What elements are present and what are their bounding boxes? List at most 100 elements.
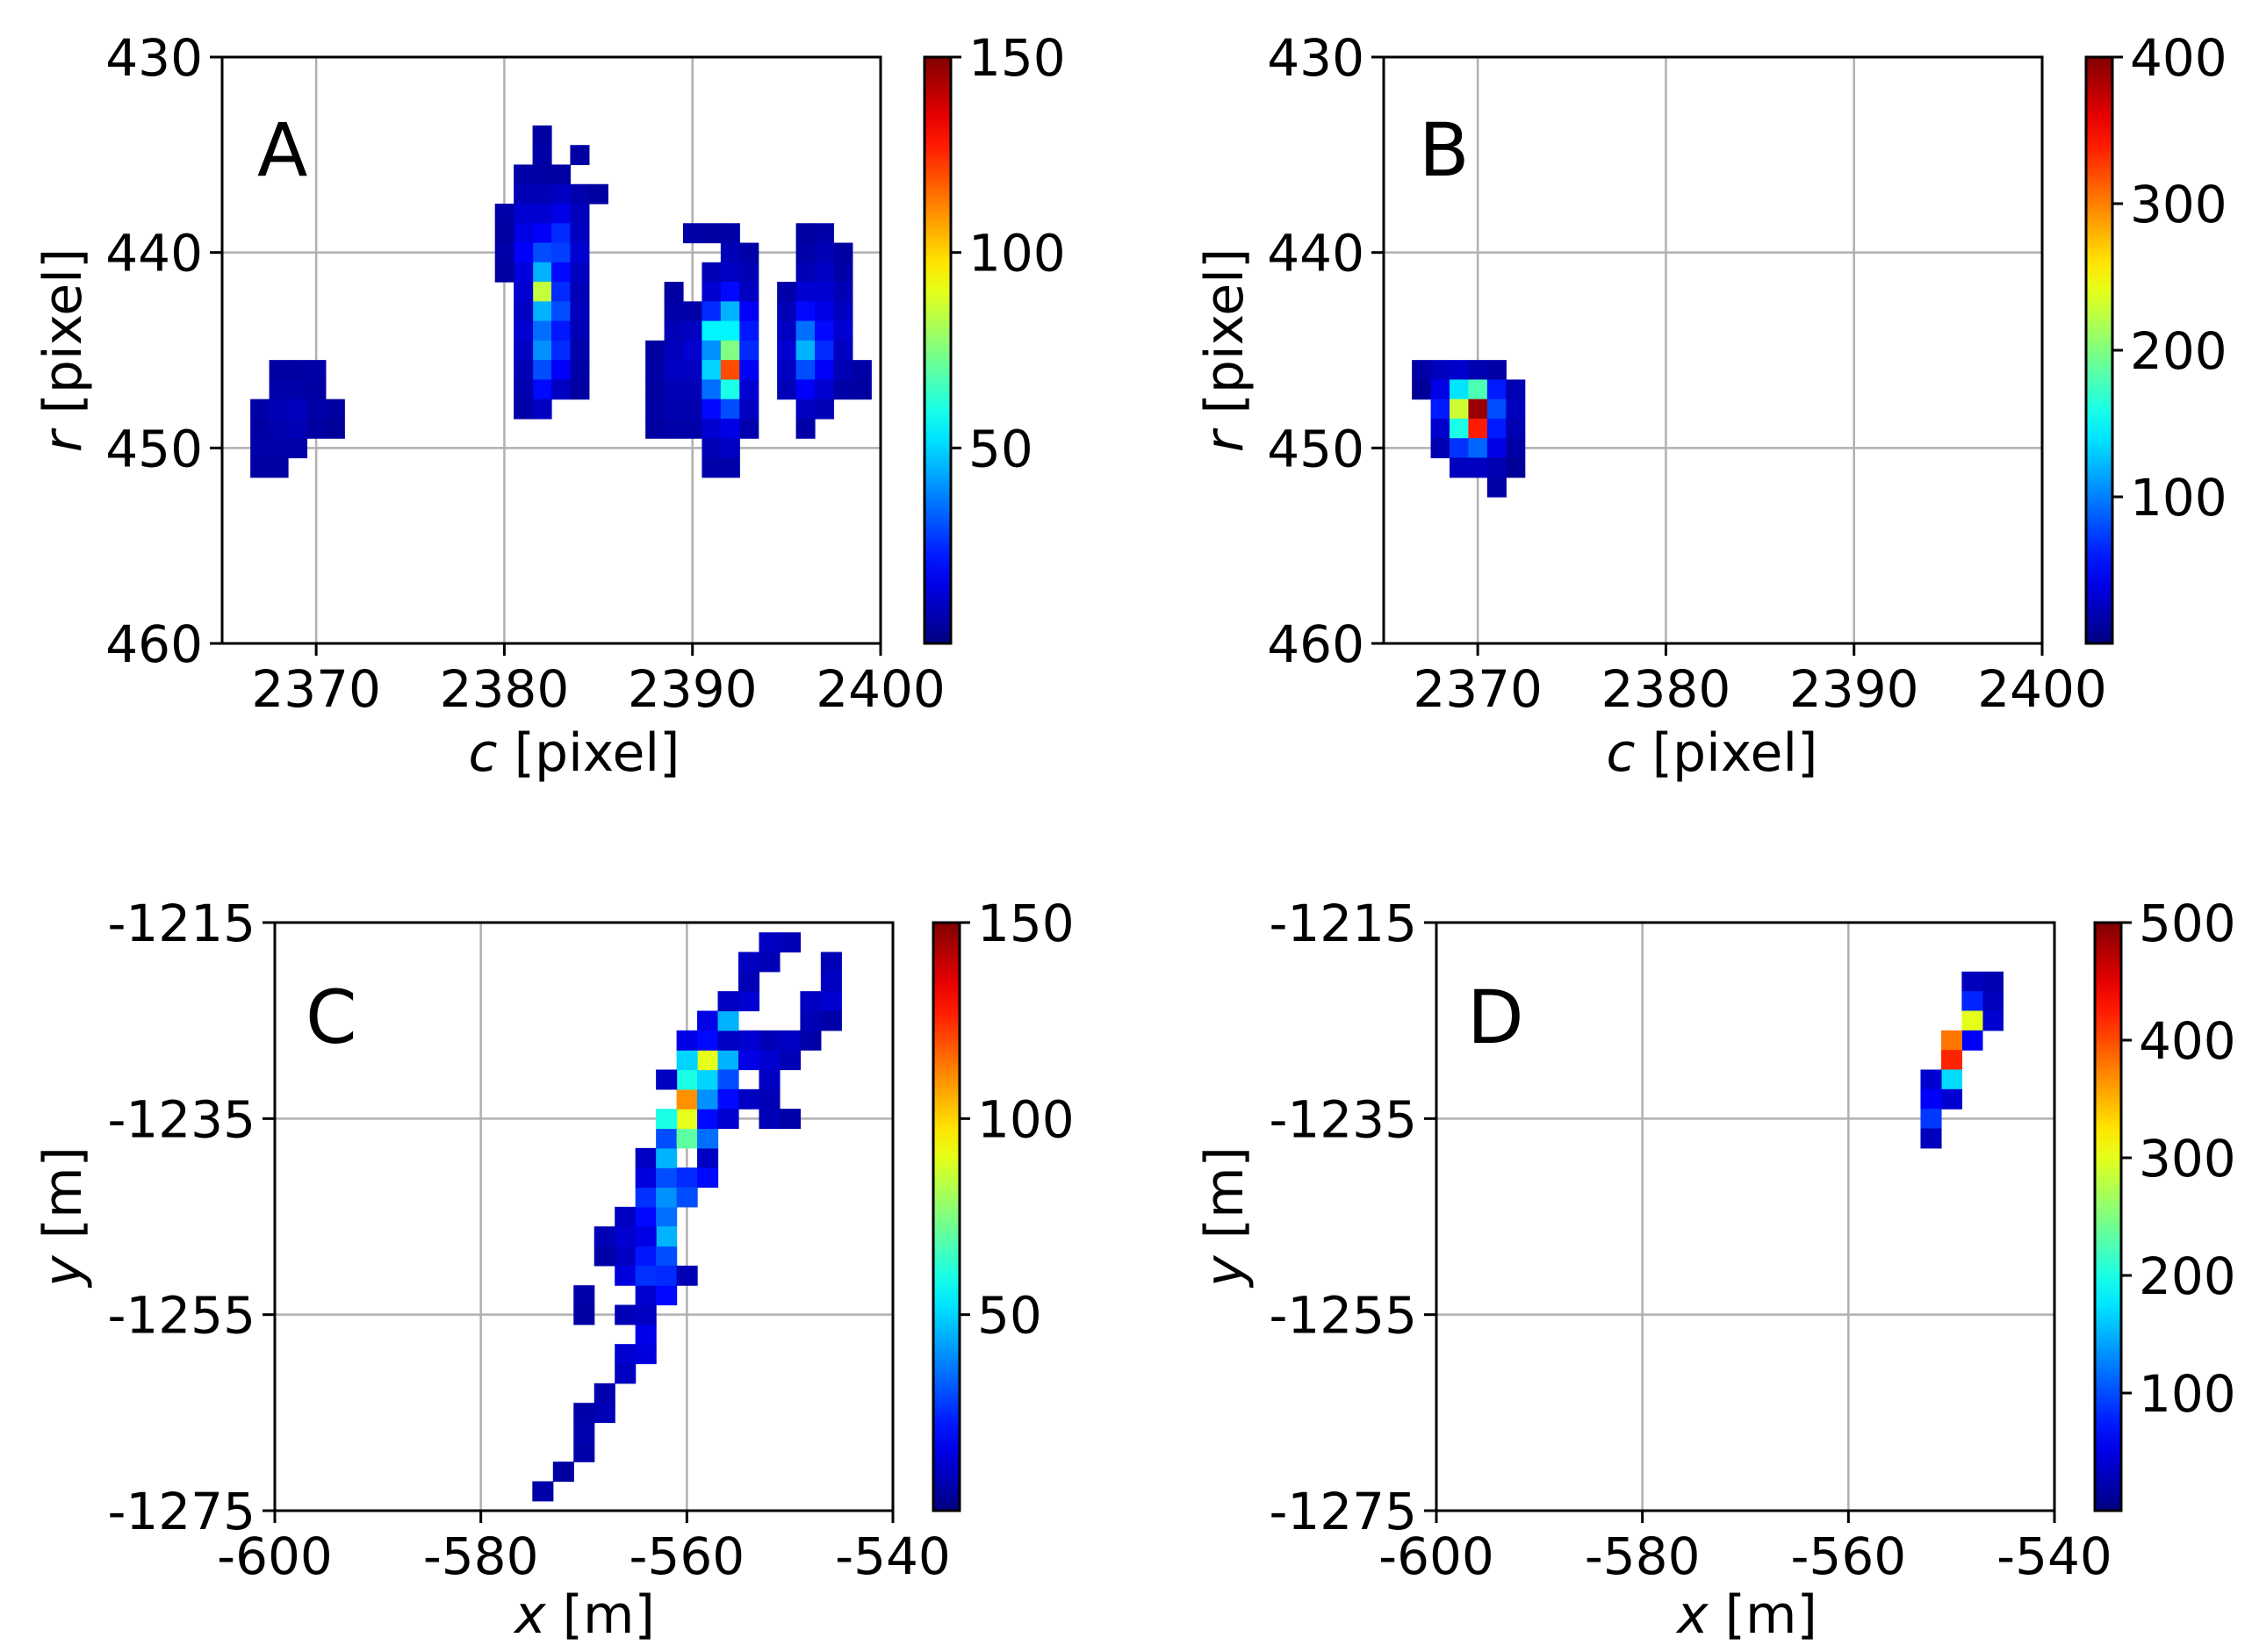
- heatmap-cell: [697, 1147, 719, 1168]
- y-tick-label: 450: [105, 419, 203, 478]
- panel-letter: A: [257, 107, 307, 193]
- heatmap-cell: [594, 1383, 615, 1404]
- heatmap-cell: [514, 282, 534, 302]
- colorbar-tick-label: 200: [2130, 321, 2227, 381]
- heatmap-cell: [739, 320, 759, 341]
- heatmap-cell: [820, 1010, 842, 1031]
- heatmap-cell: [683, 399, 703, 420]
- heatmap-cell: [1468, 360, 1488, 380]
- heatmap-cell: [514, 242, 534, 263]
- heatmap-cell: [532, 282, 552, 302]
- heatmap-cell: [551, 204, 572, 224]
- heatmap-cell: [656, 1069, 678, 1090]
- x-tick-label: -560: [630, 1526, 745, 1586]
- heatmap-cell: [795, 262, 816, 283]
- heatmap-cell: [1982, 991, 2004, 1012]
- heatmap-cell: [795, 418, 816, 439]
- heatmap-cell: [697, 1088, 719, 1110]
- heatmap-cell: [494, 223, 514, 244]
- heatmap-cell: [815, 301, 835, 322]
- y-axis-label: r [pixel]: [32, 248, 94, 453]
- heatmap-cell: [552, 1462, 574, 1483]
- heatmap-cell: [588, 183, 608, 205]
- heatmap-cell: [759, 1109, 781, 1130]
- heatmap-cell: [635, 1265, 657, 1286]
- heatmap-cell: [615, 1246, 637, 1267]
- heatmap-cell: [573, 1441, 595, 1462]
- heatmap-cell: [1468, 418, 1488, 439]
- heatmap-cell: [570, 340, 590, 361]
- y-axis-label: y [m]: [1194, 1146, 1256, 1289]
- heatmap-cell: [494, 204, 514, 224]
- y-tick-label: 460: [1267, 614, 1364, 674]
- heatmap-cell: [532, 1481, 554, 1502]
- colorbar: [925, 57, 951, 643]
- heatmap-cell: [1961, 1030, 1983, 1051]
- heatmap-cell: [833, 340, 853, 361]
- heatmap-cell: [1430, 379, 1450, 400]
- heatmap-cell: [676, 1050, 698, 1071]
- heatmap-cell: [1486, 438, 1507, 459]
- heatmap-cell: [720, 457, 740, 478]
- heatmap-cell: [615, 1363, 637, 1384]
- x-axis-label: c [pixel]: [1607, 722, 1818, 784]
- colorbar-frame: [923, 55, 953, 645]
- heatmap-cell: [1450, 399, 1470, 420]
- heatmap-cell: [656, 1128, 678, 1149]
- y-tick-label: -1215: [107, 894, 255, 953]
- heatmap-cell: [1920, 1088, 1942, 1110]
- heatmap-cell: [1982, 1010, 2004, 1031]
- colorbar-tick-label: 50: [968, 419, 1033, 478]
- x-tick-label: 2380: [440, 659, 570, 719]
- heatmap-cell: [1450, 438, 1470, 459]
- heatmap-cell: [250, 457, 270, 478]
- axes-frame: [220, 55, 882, 645]
- heatmap-cell: [1920, 1109, 1942, 1130]
- colorbar-tick-label: 100: [977, 1089, 1075, 1149]
- heatmap-cell: [759, 1050, 781, 1071]
- heatmap-cell: [815, 399, 835, 420]
- heatmap-cell: [514, 262, 534, 283]
- heatmap-cell: [759, 1030, 781, 1051]
- heatmap-cell: [795, 399, 816, 420]
- heatmap-cell: [570, 262, 590, 283]
- y-axis-label: r [pixel]: [1194, 248, 1256, 453]
- heatmap-cell: [532, 360, 552, 380]
- heatmap-cell: [551, 223, 572, 244]
- heatmap-cell: [739, 360, 759, 380]
- heatmap-cell: [1486, 360, 1507, 380]
- heatmap-cell: [1940, 1050, 1962, 1071]
- heatmap-cell: [777, 282, 797, 302]
- colorbar-tick-label: 300: [2139, 1129, 2236, 1189]
- heatmap-cell: [656, 1265, 678, 1286]
- heatmap-cell: [250, 438, 270, 459]
- heatmap-cell: [815, 262, 835, 283]
- panel-d: -600 -580 -560 -540 -1215 -1235 -1255 -1275 x [m…: [1194, 894, 2236, 1646]
- heatmap-cell: [570, 242, 590, 263]
- heatmap-cell: [551, 262, 572, 283]
- heatmap-cell: [702, 379, 722, 400]
- colorbar: [933, 923, 960, 1511]
- y-tick-label: -1255: [107, 1286, 255, 1346]
- heatmap-cell: [738, 1050, 760, 1071]
- x-tick-label: -580: [1585, 1526, 1701, 1586]
- heatmap-cell: [645, 418, 666, 439]
- colorbar: [2086, 57, 2112, 643]
- heatmap-cell: [514, 399, 534, 420]
- heatmap-cell: [570, 301, 590, 322]
- heatmap-cell: [269, 399, 289, 420]
- heatmap-cell: [702, 301, 722, 322]
- heatmap-cell: [795, 360, 816, 380]
- heatmap-cell: [514, 379, 534, 400]
- heatmap-cell: [288, 438, 308, 459]
- heatmap-cell: [1486, 399, 1507, 420]
- heatmap-cell: [683, 320, 703, 341]
- heatmap-cell: [656, 1226, 678, 1247]
- heatmap-cell: [1412, 379, 1432, 400]
- colorbar-tick-label: 150: [977, 894, 1075, 953]
- heatmap-cell: [656, 1147, 678, 1168]
- heatmap-cell: [683, 301, 703, 322]
- heatmap-cell: [676, 1088, 698, 1110]
- panel-c: -600 -580 -560 -540 -1215 -1235 -1255 -1275 x [m…: [32, 894, 1075, 1646]
- heatmap-cell: [720, 301, 740, 322]
